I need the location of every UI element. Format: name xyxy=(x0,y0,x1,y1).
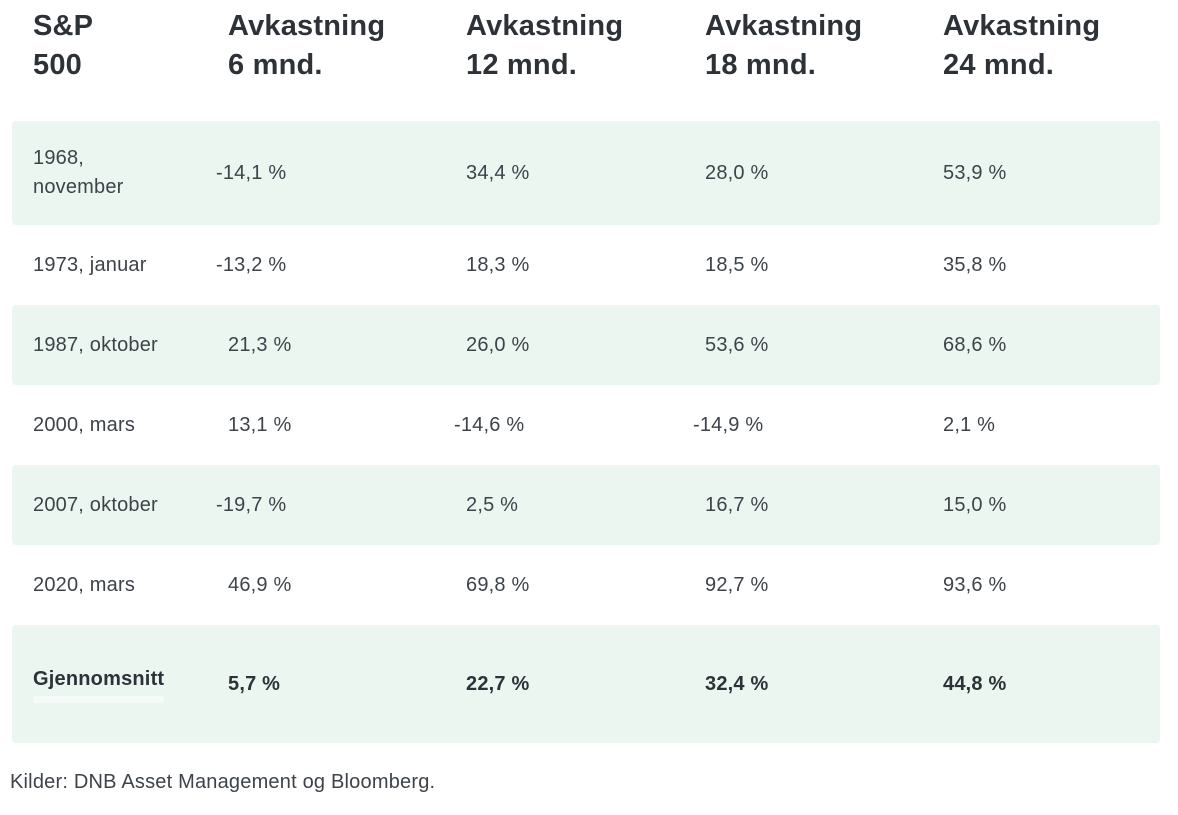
cell-value: 21,3 % xyxy=(228,333,292,356)
cell-value: 28,0 % xyxy=(705,161,769,184)
row-label: 1973, januar xyxy=(33,253,147,276)
row-label: 2007, oktober xyxy=(33,493,158,516)
cell-value: 53,6 % xyxy=(705,333,769,356)
cell-value: -14,9 % xyxy=(693,413,764,436)
cell-value: 18,5 % xyxy=(705,253,769,276)
table-row: 1987, oktober 21,3 % 26,0 % 53,6 % 68,6 … xyxy=(12,305,1160,385)
cell-value: 15,0 % xyxy=(943,493,1007,516)
column-header-6mnd: Avkastning 6 mnd. xyxy=(228,10,386,82)
cell-value: 5,7 % xyxy=(228,672,281,695)
cell-value: 46,9 % xyxy=(228,573,292,596)
cell-value: 68,6 % xyxy=(943,333,1007,356)
cell-value: 16,7 % xyxy=(705,493,769,516)
cell-value: 26,0 % xyxy=(466,333,530,356)
column-header-sp500: S&P 500 xyxy=(33,10,94,82)
table-row-average: Gjennomsnitt 5,7 % 22,7 % 32,4 % 44,8 % xyxy=(12,625,1160,743)
row-label: Gjennomsnitt xyxy=(33,665,228,703)
row-label: 1987, oktober xyxy=(33,333,158,356)
cell-value: 53,9 % xyxy=(943,161,1007,184)
cell-value: 93,6 % xyxy=(943,573,1007,596)
cell-value: 22,7 % xyxy=(466,672,530,695)
cell-value: 2,1 % xyxy=(943,413,996,436)
cell-value: 44,8 % xyxy=(943,672,1007,695)
table-row: 1973, januar -13,2 % 18,3 % 18,5 % 35,8 … xyxy=(12,225,1160,305)
source-note: Kilder: DNB Asset Management og Bloomber… xyxy=(10,771,436,793)
cell-value: 92,7 % xyxy=(705,573,769,596)
average-label: Gjennomsnitt xyxy=(33,665,164,703)
table-row: 2020, mars 46,9 % 69,8 % 92,7 % 93,6 % xyxy=(12,545,1160,625)
cell-value: 34,4 % xyxy=(466,161,530,184)
row-label: 2000, mars xyxy=(33,413,136,436)
cell-value: 13,1 % xyxy=(228,413,292,436)
cell-value: 2,5 % xyxy=(466,493,519,516)
cell-value: -14,1 % xyxy=(216,161,287,184)
cell-value: 18,3 % xyxy=(466,253,530,276)
row-label: 2020, mars xyxy=(33,573,136,596)
cell-value: 35,8 % xyxy=(943,253,1007,276)
table-row: 2007, oktober -19,7 % 2,5 % 16,7 % 15,0 … xyxy=(12,465,1160,545)
column-header-18mnd: Avkastning 18 mnd. xyxy=(705,10,863,82)
returns-table: S&P 500 Avkastning 6 mnd. Avkastning 12 … xyxy=(12,0,1160,743)
cell-value: 69,8 % xyxy=(466,573,530,596)
table-header-row: S&P 500 Avkastning 6 mnd. Avkastning 12 … xyxy=(12,0,1160,121)
cell-value: 32,4 % xyxy=(705,672,769,695)
column-header-24mnd: Avkastning 24 mnd. xyxy=(943,10,1101,82)
column-header-12mnd: Avkastning 12 mnd. xyxy=(466,10,624,82)
table-row: 1968, november -14,1 % 34,4 % 28,0 % 53,… xyxy=(12,121,1160,225)
cell-value: -19,7 % xyxy=(216,493,287,516)
cell-value: -13,2 % xyxy=(216,253,287,276)
row-label: 1968, november xyxy=(33,147,124,198)
table-row: 2000, mars 13,1 % -14,6 % -14,9 % 2,1 % xyxy=(12,385,1160,465)
cell-value: -14,6 % xyxy=(454,413,525,436)
